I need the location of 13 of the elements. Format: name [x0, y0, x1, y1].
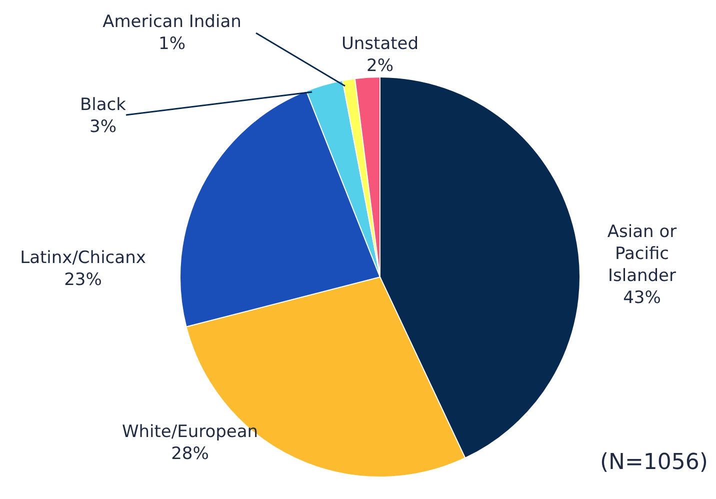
- slice-label: White/European: [122, 422, 258, 442]
- slice-label: Asian or Pacific Islander: [607, 222, 677, 286]
- slice-label: American Indian: [102, 12, 242, 32]
- data-label: 3%: [90, 117, 116, 137]
- data-label: 23%: [64, 270, 102, 290]
- text: (N=1056): [600, 450, 708, 475]
- slice-label: Latinx/Chicanx: [20, 248, 146, 268]
- data-label: 28%: [171, 444, 209, 464]
- slice-label: Black: [80, 95, 126, 115]
- data-label: 2%: [366, 56, 394, 76]
- data-label: 1%: [158, 34, 186, 54]
- slice-label: Unstated: [341, 34, 419, 54]
- data-label: 43%: [623, 288, 661, 308]
